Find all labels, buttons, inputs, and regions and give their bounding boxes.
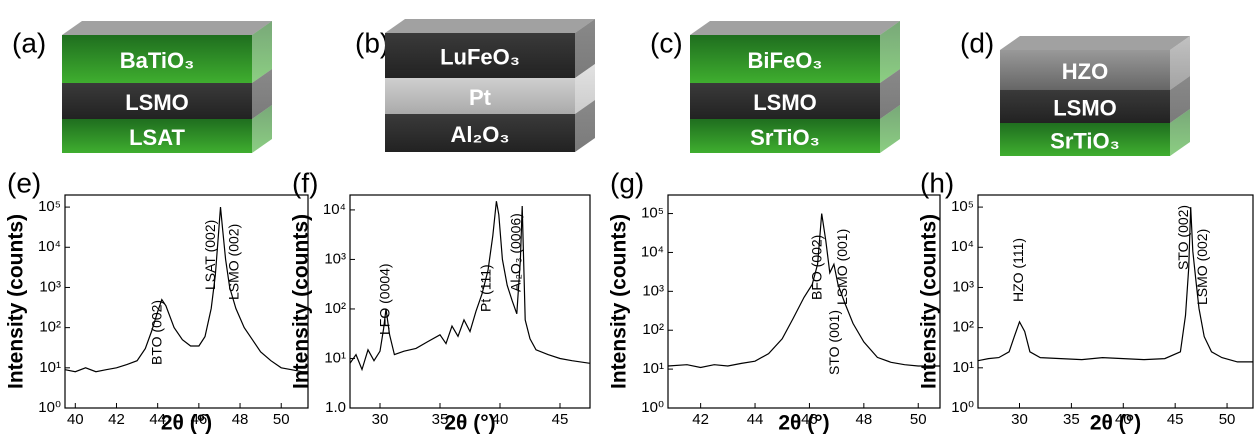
x-tick-label: 40 (1115, 411, 1132, 428)
stack-top (385, 19, 595, 33)
peak-annotation: LSMO (002) (1194, 229, 1210, 305)
y-tick-label: 10³ (39, 278, 61, 295)
layer-label: LSMO (753, 90, 817, 115)
x-tick-label: 42 (692, 411, 709, 428)
plot-frame (668, 195, 940, 408)
peak-annotation: LFO (0004) (377, 263, 393, 335)
y-tick-label: 10¹ (39, 359, 61, 376)
x-tick-label: 50 (1219, 411, 1236, 428)
y-tick-label: 10⁰ (951, 399, 974, 416)
x-tick-label: 45 (1167, 411, 1184, 428)
layer-label: SrTiO₃ (750, 125, 820, 150)
x-tick-label: 40 (67, 411, 84, 428)
plot-frame (65, 195, 308, 408)
layer-label: LuFeO₃ (440, 44, 520, 69)
panel-label: (g) (610, 167, 644, 198)
y-axis-label: Intensity (counts) (608, 214, 631, 389)
y-tick-label: 10³ (952, 278, 974, 295)
y-tick-label: 10¹ (952, 359, 974, 376)
xrd-curve (668, 214, 940, 368)
xrd-curve (65, 207, 308, 372)
x-tick-label: 30 (372, 411, 389, 428)
y-tick-label: 10³ (324, 250, 346, 267)
peak-annotation: STO (001) (826, 310, 842, 375)
y-tick-label: 10² (324, 300, 346, 317)
schematic-label: (d) (960, 27, 994, 58)
schematic-label: (a) (12, 27, 46, 58)
peak-annotation: BTO (002) (148, 300, 164, 365)
y-axis-label: Intensity (counts) (918, 214, 941, 389)
y-tick-label: 10⁰ (38, 399, 61, 416)
stack-top (1000, 36, 1190, 50)
peak-annotation: LSAT (002) (202, 220, 218, 290)
x-tick-label: 30 (1011, 411, 1028, 428)
x-axis-label: 2θ (°) (444, 412, 495, 435)
peak-annotation: LSMO (001) (834, 229, 850, 305)
x-tick-label: 40 (492, 411, 509, 428)
y-tick-label: 10² (39, 319, 61, 336)
y-axis-label: Intensity (counts) (290, 214, 313, 389)
x-tick-label: 50 (910, 411, 927, 428)
x-tick-label: 48 (232, 411, 249, 428)
schematic-label: (c) (650, 27, 683, 58)
layer-label: LSAT (129, 125, 185, 150)
layer-label: BaTiO₃ (120, 48, 195, 73)
x-tick-label: 45 (552, 411, 569, 428)
x-tick-label: 48 (855, 411, 872, 428)
y-tick-label: 10² (642, 321, 664, 338)
stack-top (62, 21, 272, 35)
layer-label: LSMO (1053, 95, 1117, 120)
y-tick-label: 10⁴ (641, 243, 664, 260)
panel-label: (e) (7, 167, 41, 198)
y-tick-label: 10¹ (642, 360, 664, 377)
peak-annotation: BFO (002) (808, 235, 824, 300)
peak-annotation: Pt (111) (478, 264, 494, 312)
y-tick-label: 10¹ (324, 349, 346, 366)
x-tick-label: 50 (273, 411, 290, 428)
layer-label: BiFeO₃ (748, 48, 823, 73)
x-tick-label: 44 (747, 411, 764, 428)
x-tick-label: 42 (108, 411, 125, 428)
schematic-label: (b) (355, 27, 389, 58)
y-tick-label: 1.0 (325, 399, 346, 416)
peak-annotation: LSMO (002) (226, 224, 242, 300)
x-tick-label: 35 (1063, 411, 1080, 428)
figure: (a) BaTiO₃ LSMO LSAT (b) LuFeO₃ Pt Al₂O₃ (c) BiFe… (0, 0, 1255, 435)
stack-top (690, 21, 900, 35)
panel-label: (f) (292, 167, 318, 198)
layer-label: LSMO (125, 90, 189, 115)
y-tick-label: 10⁴ (951, 238, 974, 255)
y-axis-label: Intensity (counts) (5, 214, 28, 389)
layer-label: SrTiO₃ (1050, 128, 1120, 153)
layer-label: Pt (469, 85, 492, 110)
y-tick-label: 10⁵ (641, 205, 664, 222)
layer-label: HZO (1062, 59, 1108, 84)
y-tick-label: 10⁵ (38, 198, 61, 215)
y-tick-label: 10³ (642, 282, 664, 299)
y-tick-label: 10⁰ (641, 399, 664, 416)
peak-annotation: STO (002) (1175, 205, 1191, 270)
peak-annotation: Al₂O₃ (0006) (508, 213, 524, 292)
y-tick-label: 10² (952, 319, 974, 336)
x-tick-label: 46 (191, 411, 208, 428)
panel-label: (h) (920, 167, 954, 198)
y-tick-label: 10⁵ (951, 198, 974, 215)
x-tick-label: 46 (801, 411, 818, 428)
x-tick-label: 35 (432, 411, 449, 428)
layer-label: Al₂O₃ (450, 122, 509, 147)
x-tick-label: 44 (149, 411, 166, 428)
y-tick-label: 10⁴ (323, 201, 346, 218)
y-tick-label: 10⁴ (38, 238, 61, 255)
peak-annotation: HZO (111) (1010, 238, 1026, 302)
